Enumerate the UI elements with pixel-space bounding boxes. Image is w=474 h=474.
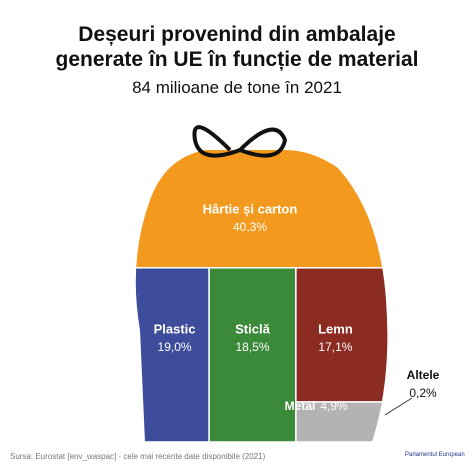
segment-name: Lemn <box>318 321 353 336</box>
bag-segments <box>135 150 388 442</box>
source-note: Sursa: Eurostat [env_waspac] · cele mai … <box>10 452 266 461</box>
chart-title: Deșeuri provenind din ambalaje generate … <box>55 23 419 71</box>
chart-subtitle: 84 milioane de tone în 2021 <box>132 78 342 97</box>
segment <box>295 267 388 403</box>
segment-name: Metal <box>285 399 316 413</box>
segment-value: 19,0% <box>158 340 192 354</box>
segment-name: Hârtie și carton <box>203 201 298 216</box>
logo-text: Parlamentul European <box>405 452 465 458</box>
segment-value: 4,9% <box>320 399 348 413</box>
segment-value: 17,1% <box>318 340 352 354</box>
segment <box>135 267 210 442</box>
bag-tie <box>192 125 288 158</box>
segment-name: Sticlă <box>235 321 270 336</box>
segment-name: Plastic <box>154 321 196 336</box>
segment-name: Altele <box>407 368 440 382</box>
segment-value: 40,3% <box>233 220 267 234</box>
segment-labels: Hârtie și carton 40,3% Plastic 19,0% Sticlă 1… <box>154 201 440 416</box>
segment <box>295 401 388 442</box>
leader-line <box>384 397 413 416</box>
segment <box>208 267 297 442</box>
segment-value: 0,2% <box>409 386 437 400</box>
segment-value: 18,5% <box>235 340 269 354</box>
